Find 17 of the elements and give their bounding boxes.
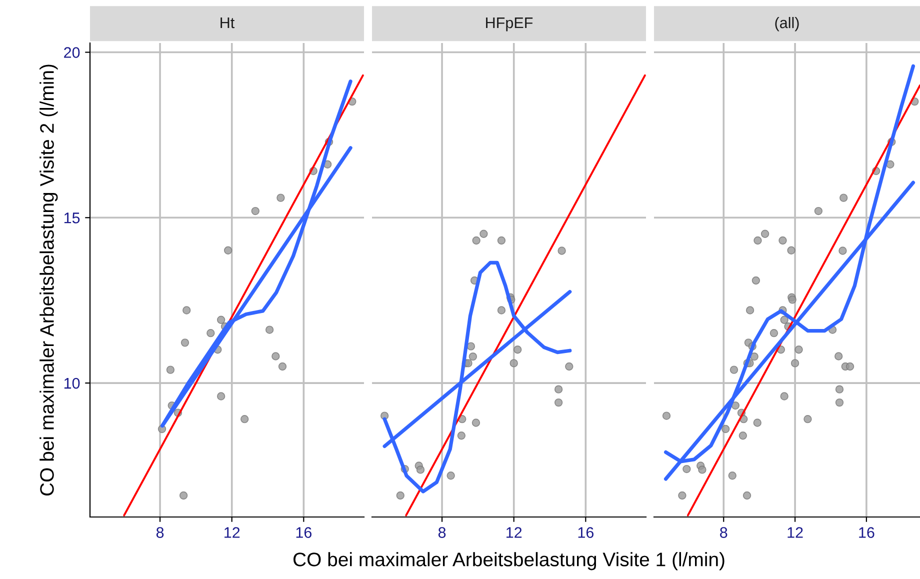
x-tick-label: 12 — [506, 527, 522, 538]
y-tick-label: 10 — [64, 378, 80, 389]
x-tick-label: 8 — [720, 527, 728, 538]
x-tick-label: 12 — [224, 527, 240, 538]
chart-title: Ht — [220, 18, 235, 28]
y-tick-label: 15 — [64, 212, 80, 224]
y-tick-label: 20 — [64, 47, 80, 58]
x-axis-title: CO bei maximaler Arbeitsbelastung Visite 1 (l/min) — [293, 552, 724, 570]
chart-title: (all) — [775, 16, 799, 32]
x-tick-label: 8 — [438, 527, 446, 538]
x-tick-label: 16 — [578, 527, 594, 538]
x-tick-label: 12 — [788, 527, 803, 538]
x-tick-label: 16 — [296, 527, 312, 538]
chart-title: HFpEF — [486, 18, 533, 32]
y-axis-title: CO bei maximaler Arbeitsbelastung Visite 2 (l/min) — [40, 64, 58, 496]
x-tick-label: 16 — [859, 527, 874, 538]
x-tick-label: 8 — [156, 527, 164, 538]
